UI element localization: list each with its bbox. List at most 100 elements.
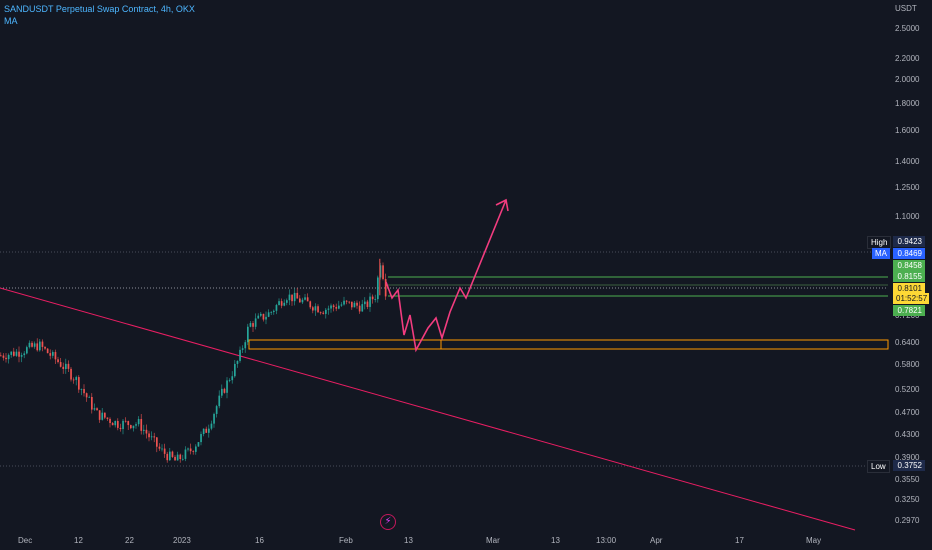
candle xyxy=(182,458,184,460)
candle xyxy=(2,355,5,358)
candle xyxy=(10,351,13,355)
projection-path[interactable] xyxy=(385,199,507,353)
candle xyxy=(327,308,330,310)
candle xyxy=(231,376,234,381)
y-tick: 0.4300 xyxy=(895,430,920,439)
candle xyxy=(288,294,291,301)
candle xyxy=(345,300,348,302)
candle xyxy=(379,265,382,278)
candle xyxy=(44,346,46,349)
candle xyxy=(93,408,96,410)
candle xyxy=(36,343,39,351)
candle xyxy=(148,433,150,438)
candle xyxy=(335,307,338,309)
indicator-label[interactable]: MA xyxy=(4,16,18,26)
x-tick: 22 xyxy=(125,536,134,545)
candle xyxy=(317,306,319,313)
candle xyxy=(252,323,254,327)
candle xyxy=(223,388,226,393)
candle xyxy=(163,448,166,454)
candle xyxy=(96,408,98,411)
candle xyxy=(382,265,384,280)
price-axis[interactable]: 2.5000 2.2000 2.0000 1.8000 1.6000 1.400… xyxy=(895,24,920,525)
candle xyxy=(65,363,67,370)
candle xyxy=(192,451,195,452)
trendline[interactable] xyxy=(0,287,856,531)
candle xyxy=(130,425,132,429)
candle xyxy=(153,436,156,438)
candle xyxy=(197,442,200,447)
candle xyxy=(340,304,343,306)
candle xyxy=(5,357,7,360)
candle xyxy=(13,351,15,356)
y-tick: 0.3900 xyxy=(895,453,920,462)
candle xyxy=(140,419,143,431)
candle xyxy=(54,352,57,360)
candle xyxy=(286,300,288,303)
candle xyxy=(205,428,208,433)
candle xyxy=(169,451,171,461)
candle xyxy=(174,456,176,461)
x-tick: 16 xyxy=(255,536,264,545)
candle xyxy=(143,429,145,431)
y-tick: 0.5200 xyxy=(895,385,920,394)
candle xyxy=(312,307,314,311)
candle xyxy=(83,389,85,394)
candle xyxy=(161,448,163,450)
candle xyxy=(132,425,135,429)
candle xyxy=(195,446,197,452)
candle xyxy=(221,388,223,396)
candle xyxy=(291,294,293,302)
y-tick: 0.6400 xyxy=(895,338,920,347)
candle xyxy=(265,316,267,320)
candle xyxy=(213,413,215,424)
x-tick: 13:00 xyxy=(596,536,617,545)
candle xyxy=(109,418,111,423)
candle xyxy=(374,299,377,300)
chart-title: SANDUSDT Perpetual Swap Contract, 4h, OK… xyxy=(4,4,195,14)
lightning-icon[interactable]: ⚡ xyxy=(380,514,396,530)
candle xyxy=(338,305,340,309)
candle xyxy=(247,326,249,343)
x-tick: Dec xyxy=(18,536,32,545)
candle xyxy=(361,304,364,312)
candle xyxy=(275,305,278,311)
candle xyxy=(353,302,356,308)
candle xyxy=(91,396,93,410)
candle xyxy=(18,351,20,357)
candle xyxy=(262,313,265,320)
candle xyxy=(124,420,127,422)
candle xyxy=(80,389,83,390)
candle xyxy=(202,428,205,435)
candle xyxy=(122,420,124,430)
candle xyxy=(325,309,327,314)
candle xyxy=(296,292,299,299)
candle xyxy=(156,437,158,447)
y-tick: 1.6000 xyxy=(895,126,920,135)
candle xyxy=(299,298,301,303)
candle xyxy=(67,363,70,369)
candle xyxy=(309,301,312,308)
support-zone[interactable] xyxy=(248,339,889,350)
candle xyxy=(78,377,80,390)
time-axis[interactable]: Dec 12 22 2023 16 Feb 13 Mar 13 13:00 Ap… xyxy=(18,536,821,545)
x-tick: Feb xyxy=(339,536,353,545)
y-tick: 2.0000 xyxy=(895,75,920,84)
candle xyxy=(322,312,325,314)
x-tick: Apr xyxy=(650,536,663,545)
countdown-tag: 01:52:57 xyxy=(893,293,929,304)
candle xyxy=(210,423,213,429)
candle xyxy=(351,301,353,308)
level-a-tag: 0.8458 xyxy=(893,260,925,271)
candle xyxy=(104,412,106,418)
candle xyxy=(304,297,306,300)
candle xyxy=(241,348,244,350)
candle xyxy=(176,454,179,461)
candle xyxy=(228,380,231,381)
candle xyxy=(49,353,52,356)
x-tick: 2023 xyxy=(173,536,191,545)
candle xyxy=(88,396,91,398)
candle xyxy=(31,342,33,347)
candle xyxy=(236,360,239,364)
